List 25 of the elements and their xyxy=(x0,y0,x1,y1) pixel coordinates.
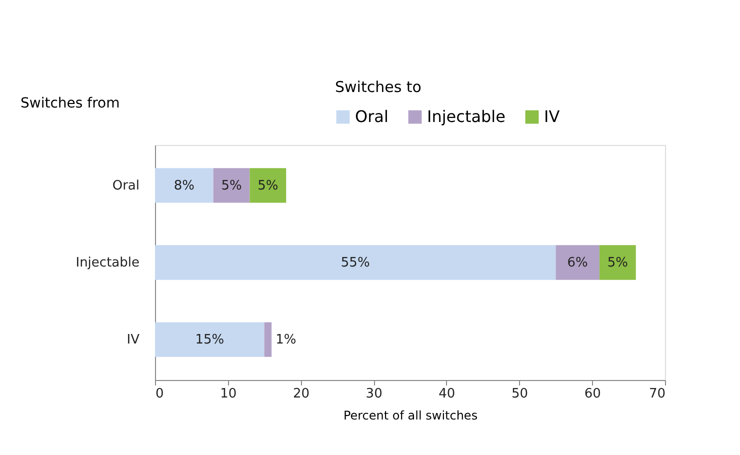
legend-title: Switches to xyxy=(335,78,422,96)
data-label: 6% xyxy=(567,256,588,270)
x-tick-label: 30 xyxy=(366,386,382,402)
legend-label: IV xyxy=(544,107,560,126)
data-label: 55% xyxy=(340,256,370,270)
x-tick-label: 60 xyxy=(584,386,601,402)
legend-label: Injectable xyxy=(427,107,506,126)
x-tick-label: 70 xyxy=(648,386,666,402)
y-tick-label: Oral xyxy=(112,178,140,194)
y-tick-label: Injectable xyxy=(76,256,140,270)
data-label: 5% xyxy=(221,178,242,194)
data-label: 5% xyxy=(607,256,628,270)
data-label: 15% xyxy=(195,332,224,348)
data-label: 5% xyxy=(258,178,278,194)
x-tick-label: 20 xyxy=(292,386,310,402)
x-tick-label: 0 xyxy=(156,386,164,402)
x-tick-label: 50 xyxy=(512,386,528,402)
x-tick-label: 40 xyxy=(438,386,456,402)
y-axis-title: Switches from xyxy=(20,96,120,112)
x-tick-label: 10 xyxy=(220,386,237,402)
x-axis-title: Percent of all switches xyxy=(343,408,478,422)
data-label: 1% xyxy=(276,332,296,348)
data-label: 8% xyxy=(174,178,194,194)
legend-label: Oral xyxy=(355,107,388,126)
y-tick-label: IV xyxy=(126,332,140,348)
